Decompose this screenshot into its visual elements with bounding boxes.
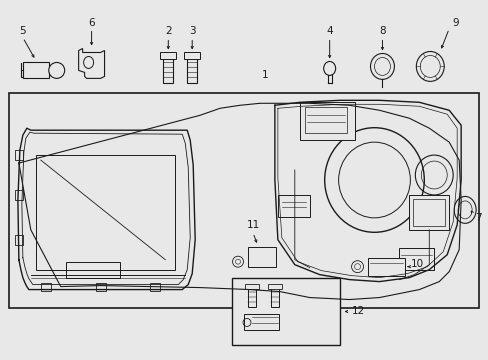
Bar [95,283,105,291]
Text: 7: 7 [474,213,481,223]
Bar [150,283,160,291]
Bar [232,278,339,345]
Bar [267,284,281,289]
Text: 11: 11 [246,220,259,230]
Bar [270,287,278,306]
Bar [367,258,405,276]
Bar [247,287,255,306]
Bar [9,93,478,307]
Bar [412,199,444,226]
Bar [244,284,259,289]
Bar [247,247,275,267]
Bar [163,55,173,84]
Ellipse shape [232,256,243,267]
Text: 2: 2 [164,26,171,36]
Bar [23,62,49,78]
Bar [408,195,448,230]
Text: 8: 8 [378,26,385,36]
Bar [15,190,23,200]
Polygon shape [79,49,104,78]
Bar [187,55,197,84]
Text: 6: 6 [88,18,95,28]
Bar [299,102,354,140]
Bar [160,53,176,59]
Text: 3: 3 [188,26,195,36]
Text: 5: 5 [20,26,26,36]
Bar [15,150,23,160]
Ellipse shape [49,62,64,78]
Bar [65,262,120,278]
Ellipse shape [415,51,443,81]
Ellipse shape [351,261,363,273]
Bar [41,283,51,291]
Bar [15,235,23,245]
Bar [399,248,433,270]
Text: 9: 9 [452,18,459,28]
Bar [36,155,175,270]
Text: 10: 10 [409,259,423,269]
Text: 4: 4 [325,26,332,36]
Bar [277,195,309,217]
Ellipse shape [323,62,335,75]
Ellipse shape [453,197,475,223]
Bar [244,315,278,330]
Bar [184,53,200,59]
Text: 1: 1 [261,71,268,80]
Text: 12: 12 [351,306,364,316]
Bar [304,107,346,133]
Ellipse shape [370,54,394,80]
